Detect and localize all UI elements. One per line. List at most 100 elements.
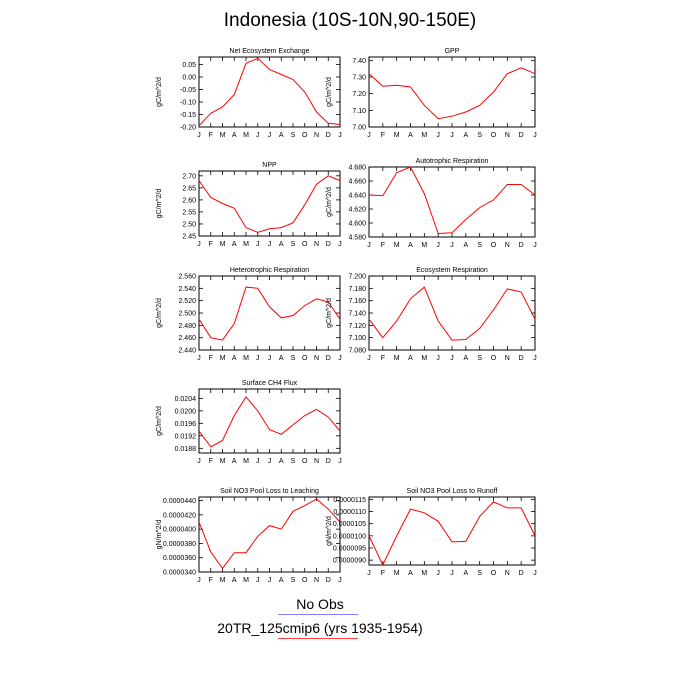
x-tick-label: J	[338, 241, 342, 248]
x-tick-label: S	[291, 241, 296, 248]
x-tick-label: F	[381, 242, 385, 249]
x-tick-label: O	[302, 241, 308, 248]
x-tick-label: S	[291, 577, 296, 584]
x-tick-label: J	[256, 132, 260, 139]
plot-frame	[198, 170, 341, 237]
y-axis-label: gC/m^2/d	[156, 406, 163, 436]
x-tick-label: J	[268, 355, 272, 362]
x-tick-label: O	[302, 458, 308, 465]
series-line	[198, 175, 341, 233]
y-axis-label: gN/m^2/d	[156, 520, 163, 550]
y-tick-label: 4.680	[348, 165, 366, 172]
x-tick-label: A	[232, 241, 237, 248]
x-tick-label: J	[533, 242, 537, 249]
x-tick-label: D	[519, 355, 524, 362]
y-tick-label: 2.55	[182, 209, 196, 216]
x-tick-label: D	[519, 132, 524, 139]
plot-frame	[368, 275, 536, 351]
x-tick-label: J	[338, 577, 342, 584]
x-tick-label: O	[302, 132, 308, 139]
y-tick-label: 2.45	[182, 234, 196, 241]
chart-title: Soil NO3 Pool Loss to Leaching	[220, 488, 319, 495]
x-tick-label: J	[450, 132, 454, 139]
y-axis-label: gC/m^2/d	[156, 189, 163, 219]
series-line	[198, 286, 341, 341]
x-tick-label: J	[338, 458, 342, 465]
plot-frame	[198, 388, 341, 454]
x-tick-label: J	[268, 458, 272, 465]
chart-ecosystem-respiration: Ecosystem Respiration 7.080 7.100 7.120 7.14…	[326, 267, 537, 362]
x-tick-label: J	[268, 241, 272, 248]
x-tick-label: D	[326, 577, 331, 584]
series-line	[198, 395, 341, 448]
x-tick-label: O	[302, 355, 308, 362]
x-tick-label: S	[477, 355, 482, 362]
x-tick-label: J	[197, 241, 201, 248]
y-tick-label: 0.0000420	[163, 512, 196, 519]
y-tick-label: -0.10	[180, 100, 196, 107]
x-tick-label: A	[408, 570, 413, 577]
x-tick-label: M	[394, 355, 400, 362]
figure-title: Indonesia (10S-10N,90-150E)	[223, 10, 477, 31]
y-tick-label: 2.500	[178, 311, 196, 318]
x-tick-label: O	[491, 132, 497, 139]
x-tick-label: F	[381, 570, 385, 577]
y-tick-label: 7.40	[352, 58, 366, 65]
x-tick-label: M	[243, 355, 249, 362]
x-tick-label: F	[381, 132, 385, 139]
y-tick-label: 7.140	[348, 311, 366, 318]
series-line	[368, 166, 536, 235]
chart-title: NPP	[262, 162, 277, 169]
x-tick-label: F	[381, 355, 385, 362]
x-tick-label: F	[209, 577, 213, 584]
legend-model-swatch	[278, 638, 358, 639]
x-tick-label: N	[314, 132, 319, 139]
x-tick-label: N	[505, 355, 510, 362]
x-tick-label: M	[394, 570, 400, 577]
y-tick-label: 7.30	[352, 75, 366, 82]
x-tick-label: M	[220, 577, 226, 584]
y-tick-label: 4.660	[348, 179, 366, 186]
y-tick-label: 0.05	[182, 62, 196, 69]
y-tick-label: 0.0204	[175, 396, 197, 403]
x-tick-label: J	[197, 577, 201, 584]
x-tick-label: J	[197, 355, 201, 362]
x-tick-label: N	[505, 242, 510, 249]
y-tick-label: 4.640	[348, 193, 366, 200]
x-tick-label: A	[232, 355, 237, 362]
x-tick-label: J	[533, 132, 537, 139]
x-tick-label: D	[326, 355, 331, 362]
x-tick-label: N	[314, 355, 319, 362]
y-tick-label: 2.65	[182, 185, 196, 192]
chart-title: Ecosystem Respiration	[416, 267, 488, 274]
y-tick-label: 0.0000115	[333, 497, 366, 504]
legend-obs-swatch	[278, 614, 358, 615]
x-tick-label: J	[338, 355, 342, 362]
series-line	[368, 67, 536, 120]
y-tick-label: 0.0000400	[163, 527, 196, 534]
y-tick-label: 2.520	[178, 298, 196, 305]
y-tick-label: 2.480	[178, 323, 196, 330]
series-line	[368, 286, 536, 341]
y-tick-label: 7.080	[348, 348, 366, 355]
x-tick-label: A	[408, 242, 413, 249]
y-tick-label: 0.0000440	[163, 498, 196, 505]
x-tick-label: J	[256, 241, 260, 248]
y-tick-label: 7.120	[348, 323, 366, 330]
x-tick-label: M	[394, 132, 400, 139]
y-tick-label: 2.460	[178, 335, 196, 342]
y-tick-label: -0.20	[180, 125, 196, 132]
x-tick-label: J	[533, 355, 537, 362]
chart-autotrophic-respiration: Autotrophic Respiration 4.580 4.600 4.620 4.…	[326, 158, 537, 249]
y-tick-label: 0.0000360	[163, 555, 196, 562]
chart-title: GPP	[445, 48, 460, 55]
x-tick-label: N	[314, 458, 319, 465]
x-tick-label: M	[220, 132, 226, 139]
x-tick-label: A	[279, 355, 284, 362]
y-tick-label: 0.0200	[175, 408, 197, 415]
x-tick-label: D	[326, 241, 331, 248]
y-tick-label: -0.05	[180, 87, 196, 94]
x-tick-label: J	[268, 577, 272, 584]
y-tick-label: 0.0188	[175, 446, 197, 453]
x-tick-label: A	[232, 577, 237, 584]
